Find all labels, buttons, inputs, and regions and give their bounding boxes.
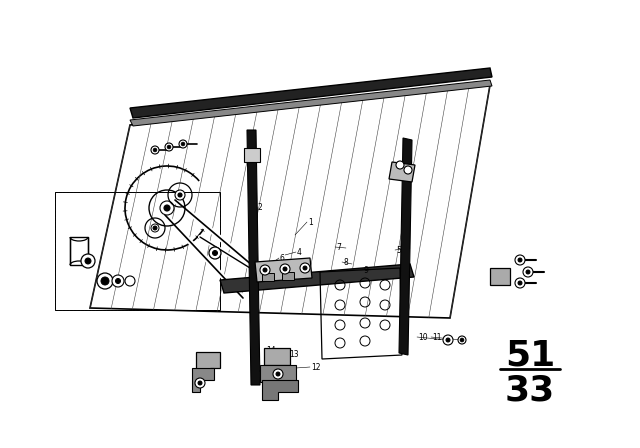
Text: 1: 1: [308, 217, 313, 227]
Circle shape: [209, 247, 221, 259]
Circle shape: [523, 267, 533, 277]
Circle shape: [175, 190, 185, 200]
Circle shape: [303, 266, 307, 270]
Text: 4: 4: [297, 247, 302, 257]
Text: 5: 5: [396, 246, 401, 254]
Circle shape: [212, 250, 218, 255]
Circle shape: [526, 270, 530, 274]
Circle shape: [181, 142, 185, 146]
Circle shape: [164, 205, 170, 211]
Circle shape: [283, 267, 287, 271]
Polygon shape: [282, 272, 294, 280]
Circle shape: [515, 278, 525, 288]
Polygon shape: [264, 348, 290, 365]
Circle shape: [165, 143, 173, 151]
Circle shape: [280, 264, 290, 274]
Text: 12: 12: [311, 362, 321, 371]
Polygon shape: [260, 365, 296, 382]
Text: 10: 10: [418, 332, 428, 341]
Circle shape: [81, 254, 95, 268]
Text: 11: 11: [432, 332, 442, 341]
Polygon shape: [192, 368, 214, 392]
Circle shape: [404, 166, 412, 174]
Circle shape: [115, 279, 120, 284]
Circle shape: [153, 148, 157, 152]
Polygon shape: [247, 130, 260, 385]
Circle shape: [518, 258, 522, 262]
Circle shape: [85, 258, 91, 264]
Circle shape: [515, 255, 525, 265]
Circle shape: [276, 372, 280, 376]
Text: 3: 3: [300, 266, 305, 275]
Polygon shape: [399, 138, 412, 355]
Text: 2: 2: [258, 202, 263, 211]
Polygon shape: [389, 162, 415, 182]
Polygon shape: [244, 148, 260, 162]
Circle shape: [260, 265, 270, 275]
Text: 15: 15: [259, 366, 269, 375]
Circle shape: [198, 381, 202, 385]
Text: 8: 8: [343, 258, 348, 267]
Circle shape: [263, 268, 267, 272]
Circle shape: [446, 338, 450, 342]
Circle shape: [460, 338, 464, 342]
Text: 6: 6: [280, 254, 285, 263]
Circle shape: [167, 145, 171, 149]
Circle shape: [101, 277, 109, 285]
Circle shape: [195, 378, 205, 388]
Text: 7: 7: [336, 242, 341, 251]
Polygon shape: [130, 80, 492, 126]
Polygon shape: [262, 273, 274, 281]
Circle shape: [518, 281, 522, 285]
Circle shape: [396, 161, 404, 169]
Polygon shape: [255, 258, 312, 282]
Polygon shape: [220, 264, 414, 293]
Text: 51: 51: [505, 338, 555, 372]
Text: 13: 13: [289, 349, 299, 358]
Text: 14: 14: [266, 345, 276, 354]
Circle shape: [153, 226, 157, 230]
Circle shape: [125, 276, 135, 286]
Text: 33: 33: [505, 373, 555, 407]
Text: 9: 9: [363, 266, 368, 275]
Polygon shape: [262, 380, 298, 400]
Circle shape: [160, 201, 174, 215]
Circle shape: [97, 273, 113, 289]
Circle shape: [112, 275, 124, 287]
Circle shape: [273, 369, 283, 379]
Circle shape: [179, 140, 187, 148]
Circle shape: [443, 335, 453, 345]
Circle shape: [178, 193, 182, 197]
Circle shape: [151, 146, 159, 154]
Circle shape: [458, 336, 466, 344]
Circle shape: [300, 263, 310, 273]
Polygon shape: [196, 352, 220, 375]
Polygon shape: [130, 68, 492, 118]
Circle shape: [151, 224, 159, 232]
Polygon shape: [490, 268, 510, 285]
